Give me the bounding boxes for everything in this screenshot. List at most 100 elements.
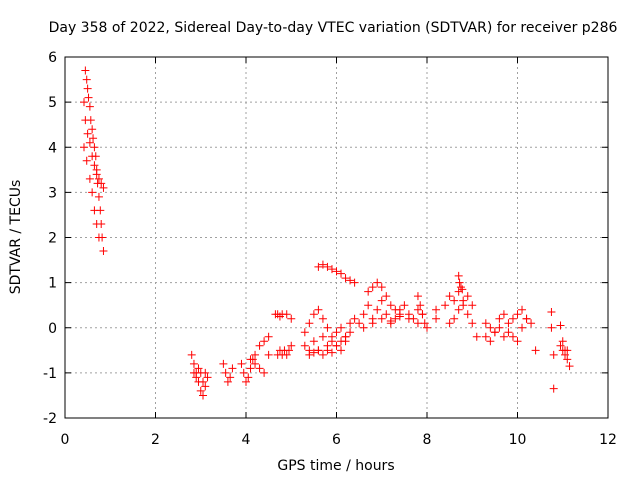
series-group xyxy=(547,307,558,393)
data-point xyxy=(85,174,94,183)
data-point xyxy=(264,350,273,359)
data-point xyxy=(337,346,346,355)
data-point xyxy=(92,170,101,179)
data-point xyxy=(97,179,106,188)
series-group xyxy=(556,341,572,359)
data-point xyxy=(359,310,368,319)
data-point xyxy=(305,319,314,328)
data-point xyxy=(327,332,336,341)
data-point xyxy=(318,260,327,269)
data-point xyxy=(85,102,94,111)
data-point xyxy=(264,332,273,341)
data-point xyxy=(377,314,386,323)
series-group xyxy=(432,305,441,323)
data-point xyxy=(495,314,504,323)
data-point xyxy=(282,350,291,359)
x-tick-label: 12 xyxy=(599,432,617,448)
data-point xyxy=(251,350,260,359)
data-point xyxy=(337,323,346,332)
data-point xyxy=(323,323,332,332)
data-point xyxy=(82,75,91,84)
y-tick-label: 1 xyxy=(48,276,57,292)
data-point xyxy=(314,346,323,355)
data-point xyxy=(260,337,269,346)
data-point xyxy=(350,278,359,287)
data-point xyxy=(81,116,90,125)
data-point xyxy=(504,319,513,328)
data-point xyxy=(90,143,99,152)
data-point xyxy=(418,310,427,319)
data-point xyxy=(246,364,255,373)
data-point xyxy=(309,310,318,319)
data-point xyxy=(454,305,463,314)
data-point xyxy=(486,337,495,346)
data-point xyxy=(85,138,94,147)
data-point xyxy=(495,323,504,332)
data-point xyxy=(327,348,336,357)
data-point xyxy=(300,328,309,337)
data-point xyxy=(221,368,230,377)
data-point xyxy=(472,332,481,341)
series-group xyxy=(271,310,296,323)
data-point xyxy=(386,301,395,310)
series-group xyxy=(187,350,212,400)
data-point xyxy=(549,350,558,359)
data-point xyxy=(423,323,431,332)
y-tick-label: 5 xyxy=(48,95,57,111)
data-point xyxy=(368,319,377,328)
data-point xyxy=(318,350,327,359)
data-point xyxy=(377,296,386,305)
data-point xyxy=(531,346,540,355)
series-group xyxy=(251,332,273,359)
data-point xyxy=(332,328,341,337)
data-point xyxy=(196,386,205,395)
data-point xyxy=(377,283,386,292)
data-point xyxy=(563,355,572,364)
data-point xyxy=(518,323,527,332)
series-group xyxy=(80,143,103,242)
data-point xyxy=(445,319,454,328)
y-tick-label: 0 xyxy=(48,321,57,337)
data-point xyxy=(92,219,101,228)
series-group xyxy=(454,271,467,294)
data-point xyxy=(508,332,517,341)
data-point xyxy=(391,314,400,323)
data-point xyxy=(239,368,248,377)
data-point xyxy=(305,350,314,359)
data-point xyxy=(547,323,556,332)
data-point xyxy=(237,359,246,368)
data-point xyxy=(318,332,327,341)
x-tick-label: 2 xyxy=(151,432,160,448)
data-point xyxy=(382,310,391,319)
data-point xyxy=(486,323,495,332)
data-point xyxy=(260,368,269,377)
data-point xyxy=(94,174,103,183)
data-point xyxy=(251,359,260,368)
data-point xyxy=(287,341,296,350)
data-point xyxy=(499,332,508,341)
data-point xyxy=(201,382,210,391)
data-point xyxy=(513,310,522,319)
data-point xyxy=(386,316,395,325)
data-point xyxy=(88,125,97,134)
series-group xyxy=(445,292,477,328)
data-point xyxy=(563,346,572,355)
series-group xyxy=(189,364,210,386)
data-point xyxy=(455,278,464,287)
data-point xyxy=(382,292,391,301)
series-group xyxy=(237,355,257,386)
data-point xyxy=(94,233,103,242)
data-point xyxy=(255,364,264,373)
data-point xyxy=(309,337,318,346)
data-point xyxy=(454,287,463,296)
data-point xyxy=(318,314,327,323)
data-point xyxy=(445,292,454,301)
data-point xyxy=(80,143,89,152)
data-point xyxy=(203,373,212,382)
data-point xyxy=(499,310,508,319)
y-tick-label: -2 xyxy=(43,411,57,427)
series-group xyxy=(219,359,237,386)
y-tick-label: 6 xyxy=(48,50,57,66)
data-point xyxy=(88,188,97,197)
